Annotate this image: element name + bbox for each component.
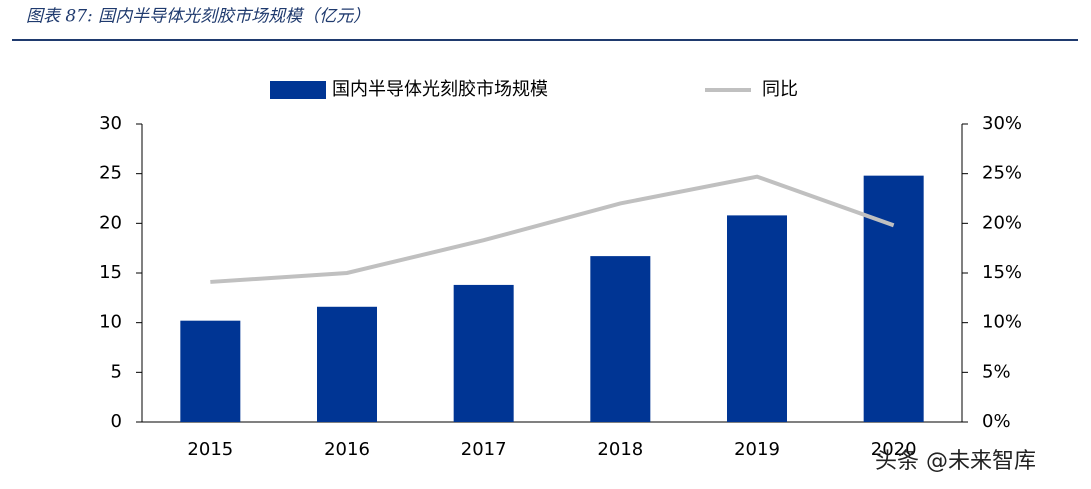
y2-tick-label: 25% (982, 163, 1022, 184)
y-tick-label: 15 (99, 262, 122, 283)
y-tick-label: 20 (99, 212, 122, 233)
chart-title: 图表 87: 国内半导体光刻胶市场规模（亿元） (26, 7, 370, 27)
bar (453, 284, 514, 422)
y-tick-label: 25 (99, 163, 122, 184)
bar (317, 306, 377, 422)
y-tick-label: 10 (99, 312, 122, 333)
y-tick-label: 0 (111, 411, 122, 432)
watermark: 头条 @未来智库 (875, 449, 1036, 474)
x-tick-label: 2019 (734, 439, 780, 460)
y2-tick-label: 20% (982, 212, 1022, 233)
bar (863, 175, 924, 422)
bar (590, 256, 651, 422)
x-tick-label: 2020 (871, 439, 917, 460)
x-tick-label: 2018 (597, 439, 643, 460)
y2-tick-label: 10% (982, 312, 1022, 333)
bar (727, 215, 787, 422)
y2-tick-label: 30% (982, 113, 1022, 134)
y-tick-label: 30 (99, 113, 122, 134)
x-tick-label: 2015 (187, 439, 233, 460)
line (210, 174, 895, 284)
legend-swatch (270, 81, 326, 99)
y2-tick-label: 5% (982, 361, 1011, 382)
bar (180, 320, 241, 422)
y-tick-label: 5 (111, 361, 122, 382)
legend-label: 国内半导体光刻胶市场规模 (332, 79, 548, 100)
x-tick-label: 2016 (324, 439, 370, 460)
y2-tick-label: 0% (982, 411, 1011, 432)
x-tick-label: 2017 (461, 439, 507, 460)
legend-label: 同比 (762, 79, 798, 100)
y2-tick-label: 15% (982, 262, 1022, 283)
